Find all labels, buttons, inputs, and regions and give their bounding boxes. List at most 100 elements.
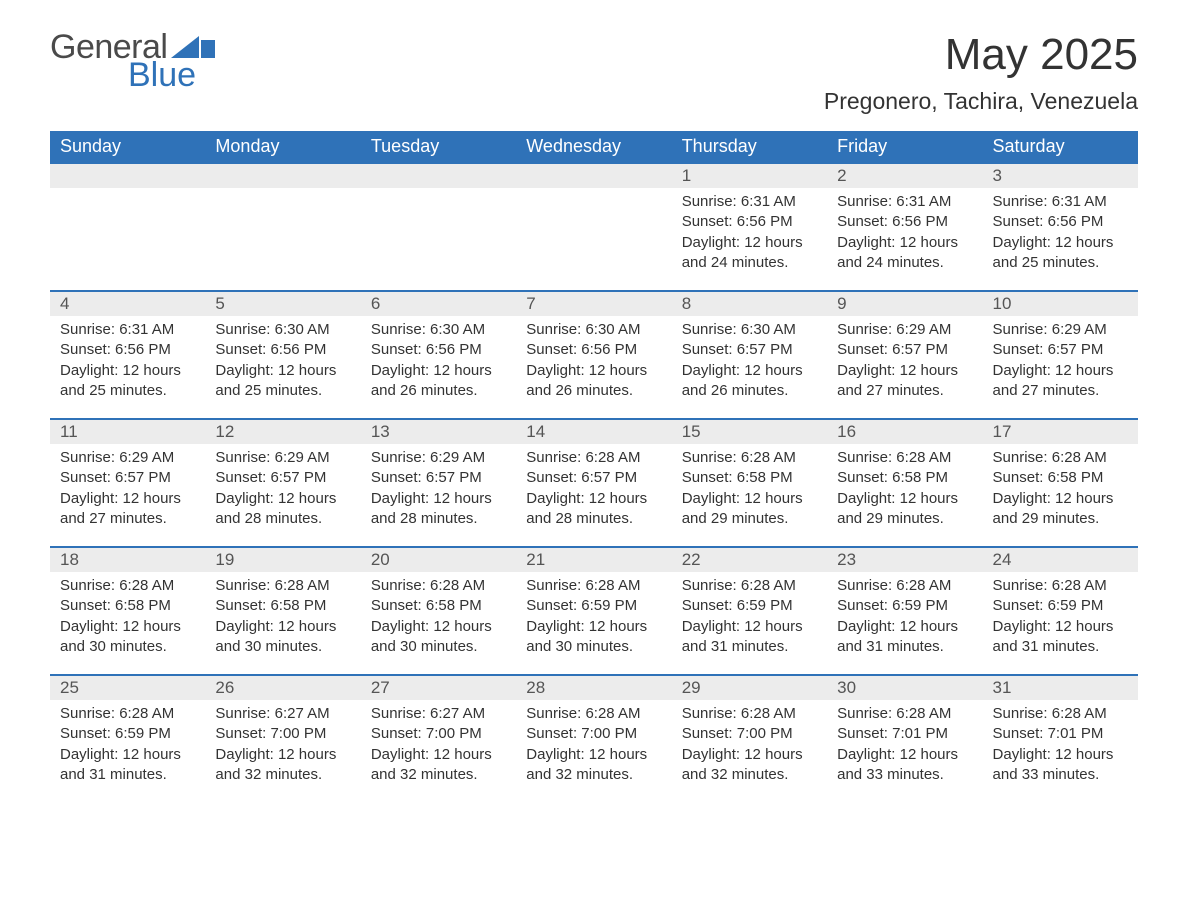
day-number: 28 (516, 676, 671, 700)
sunset-line: Sunset: 6:56 PM (837, 212, 972, 232)
day-number: 15 (672, 420, 827, 444)
daylight-line: Daylight: 12 hours and 31 minutes. (60, 745, 195, 786)
day-cell: 10Sunrise: 6:29 AMSunset: 6:57 PMDayligh… (983, 291, 1138, 419)
sunset-line: Sunset: 6:56 PM (526, 340, 661, 360)
day-details: Sunrise: 6:28 AMSunset: 6:58 PMDaylight:… (983, 444, 1138, 539)
daylight-line: Daylight: 12 hours and 27 minutes. (60, 489, 195, 530)
sunrise-line: Sunrise: 6:28 AM (993, 448, 1128, 468)
day-cell: 8Sunrise: 6:30 AMSunset: 6:57 PMDaylight… (672, 291, 827, 419)
sunset-line: Sunset: 6:58 PM (682, 468, 817, 488)
sunrise-line: Sunrise: 6:28 AM (60, 704, 195, 724)
day-details: Sunrise: 6:27 AMSunset: 7:00 PMDaylight:… (361, 700, 516, 795)
sunset-line: Sunset: 6:57 PM (371, 468, 506, 488)
sunrise-line: Sunrise: 6:28 AM (837, 704, 972, 724)
sunrise-line: Sunrise: 6:29 AM (215, 448, 350, 468)
day-cell: 6Sunrise: 6:30 AMSunset: 6:56 PMDaylight… (361, 291, 516, 419)
day-number: 29 (672, 676, 827, 700)
sunrise-line: Sunrise: 6:28 AM (526, 448, 661, 468)
day-details: Sunrise: 6:31 AMSunset: 6:56 PMDaylight:… (983, 188, 1138, 283)
day-details: Sunrise: 6:28 AMSunset: 6:58 PMDaylight:… (361, 572, 516, 667)
sunset-line: Sunset: 7:01 PM (837, 724, 972, 744)
day-details: Sunrise: 6:28 AMSunset: 6:59 PMDaylight:… (827, 572, 982, 667)
daylight-line: Daylight: 12 hours and 26 minutes. (526, 361, 661, 402)
day-details: Sunrise: 6:31 AMSunset: 6:56 PMDaylight:… (827, 188, 982, 283)
day-number: 6 (361, 292, 516, 316)
daylight-line: Daylight: 12 hours and 30 minutes. (526, 617, 661, 658)
col-wednesday: Wednesday (516, 131, 671, 163)
daylight-line: Daylight: 12 hours and 32 minutes. (682, 745, 817, 786)
sunrise-line: Sunrise: 6:29 AM (60, 448, 195, 468)
day-cell: 16Sunrise: 6:28 AMSunset: 6:58 PMDayligh… (827, 419, 982, 547)
sunset-line: Sunset: 6:59 PM (837, 596, 972, 616)
day-details: Sunrise: 6:31 AMSunset: 6:56 PMDaylight:… (50, 316, 205, 411)
day-number: 26 (205, 676, 360, 700)
daylight-line: Daylight: 12 hours and 32 minutes. (526, 745, 661, 786)
day-cell: 5Sunrise: 6:30 AMSunset: 6:56 PMDaylight… (205, 291, 360, 419)
day-cell: 27Sunrise: 6:27 AMSunset: 7:00 PMDayligh… (361, 675, 516, 803)
col-tuesday: Tuesday (361, 131, 516, 163)
daylight-line: Daylight: 12 hours and 26 minutes. (371, 361, 506, 402)
day-number: 14 (516, 420, 671, 444)
week-row: 25Sunrise: 6:28 AMSunset: 6:59 PMDayligh… (50, 675, 1138, 803)
day-cell: 1Sunrise: 6:31 AMSunset: 6:56 PMDaylight… (672, 163, 827, 291)
daylight-line: Daylight: 12 hours and 24 minutes. (837, 233, 972, 274)
day-cell: 14Sunrise: 6:28 AMSunset: 6:57 PMDayligh… (516, 419, 671, 547)
sunrise-line: Sunrise: 6:31 AM (993, 192, 1128, 212)
day-number-empty (205, 164, 360, 188)
sunset-line: Sunset: 6:59 PM (682, 596, 817, 616)
day-details: Sunrise: 6:28 AMSunset: 6:58 PMDaylight:… (827, 444, 982, 539)
day-cell: 18Sunrise: 6:28 AMSunset: 6:58 PMDayligh… (50, 547, 205, 675)
day-details: Sunrise: 6:28 AMSunset: 6:59 PMDaylight:… (672, 572, 827, 667)
daylight-line: Daylight: 12 hours and 30 minutes. (215, 617, 350, 658)
sunset-line: Sunset: 6:59 PM (993, 596, 1128, 616)
sunset-line: Sunset: 7:00 PM (682, 724, 817, 744)
sunset-line: Sunset: 6:59 PM (60, 724, 195, 744)
sunset-line: Sunset: 6:56 PM (371, 340, 506, 360)
day-cell: 17Sunrise: 6:28 AMSunset: 6:58 PMDayligh… (983, 419, 1138, 547)
day-cell: 7Sunrise: 6:30 AMSunset: 6:56 PMDaylight… (516, 291, 671, 419)
day-cell: 28Sunrise: 6:28 AMSunset: 7:00 PMDayligh… (516, 675, 671, 803)
day-cell: 13Sunrise: 6:29 AMSunset: 6:57 PMDayligh… (361, 419, 516, 547)
daylight-line: Daylight: 12 hours and 33 minutes. (837, 745, 972, 786)
day-number: 4 (50, 292, 205, 316)
day-details: Sunrise: 6:27 AMSunset: 7:00 PMDaylight:… (205, 700, 360, 795)
sunrise-line: Sunrise: 6:28 AM (837, 448, 972, 468)
daylight-line: Daylight: 12 hours and 32 minutes. (371, 745, 506, 786)
flag-icon (171, 36, 215, 58)
sunrise-line: Sunrise: 6:28 AM (682, 448, 817, 468)
sunset-line: Sunset: 6:58 PM (60, 596, 195, 616)
day-details: Sunrise: 6:28 AMSunset: 6:58 PMDaylight:… (50, 572, 205, 667)
day-details: Sunrise: 6:30 AMSunset: 6:56 PMDaylight:… (205, 316, 360, 411)
sunset-line: Sunset: 7:00 PM (526, 724, 661, 744)
day-cell: 19Sunrise: 6:28 AMSunset: 6:58 PMDayligh… (205, 547, 360, 675)
week-row: 11Sunrise: 6:29 AMSunset: 6:57 PMDayligh… (50, 419, 1138, 547)
sunrise-line: Sunrise: 6:29 AM (371, 448, 506, 468)
sunset-line: Sunset: 6:57 PM (993, 340, 1128, 360)
day-cell: 12Sunrise: 6:29 AMSunset: 6:57 PMDayligh… (205, 419, 360, 547)
day-details: Sunrise: 6:29 AMSunset: 6:57 PMDaylight:… (983, 316, 1138, 411)
sunset-line: Sunset: 6:58 PM (993, 468, 1128, 488)
day-cell: 9Sunrise: 6:29 AMSunset: 6:57 PMDaylight… (827, 291, 982, 419)
sunrise-line: Sunrise: 6:28 AM (682, 704, 817, 724)
day-details: Sunrise: 6:31 AMSunset: 6:56 PMDaylight:… (672, 188, 827, 283)
sunset-line: Sunset: 6:56 PM (60, 340, 195, 360)
day-cell: 29 Sunrise: 6:28 AMSunset: 7:00 PMDayligh… (672, 675, 827, 803)
sunrise-line: Sunrise: 6:28 AM (993, 704, 1128, 724)
sunrise-line: Sunrise: 6:29 AM (993, 320, 1128, 340)
sunset-line: Sunset: 6:57 PM (526, 468, 661, 488)
day-number: 21 (516, 548, 671, 572)
day-cell (361, 163, 516, 291)
day-cell (205, 163, 360, 291)
daylight-line: Daylight: 12 hours and 28 minutes. (371, 489, 506, 530)
day-cell (516, 163, 671, 291)
day-cell: 25Sunrise: 6:28 AMSunset: 6:59 PMDayligh… (50, 675, 205, 803)
sunrise-line: Sunrise: 6:30 AM (526, 320, 661, 340)
sunrise-line: Sunrise: 6:27 AM (215, 704, 350, 724)
day-details: Sunrise: 6:28 AMSunset: 6:59 PMDaylight:… (50, 700, 205, 795)
day-number: 12 (205, 420, 360, 444)
sunset-line: Sunset: 6:58 PM (837, 468, 972, 488)
day-cell: 26Sunrise: 6:27 AMSunset: 7:00 PMDayligh… (205, 675, 360, 803)
day-number: 5 (205, 292, 360, 316)
sunset-line: Sunset: 6:57 PM (837, 340, 972, 360)
daylight-line: Daylight: 12 hours and 30 minutes. (371, 617, 506, 658)
